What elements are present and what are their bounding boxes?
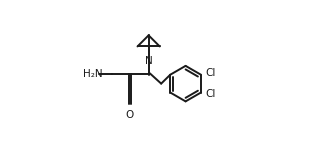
Text: N: N [145,56,153,66]
Text: O: O [125,110,134,120]
Text: Cl: Cl [206,68,216,78]
Text: H₂N: H₂N [83,69,102,79]
Text: Cl: Cl [206,89,216,99]
